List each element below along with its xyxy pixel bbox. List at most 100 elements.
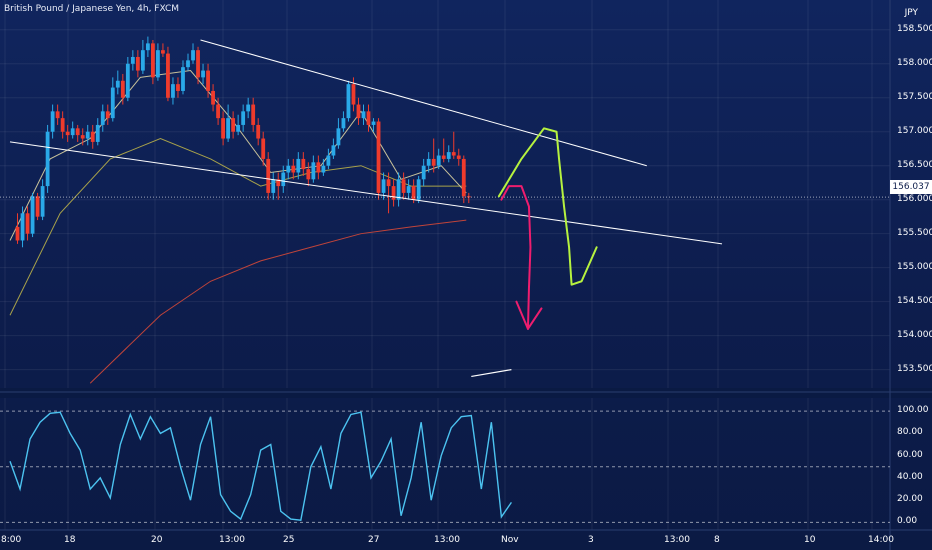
time-tick-label: 25	[283, 535, 295, 545]
osc-tick-label: 40.00	[897, 471, 923, 482]
stoch-line	[9, 411, 512, 521]
price-tick-label: 153.500	[897, 363, 932, 374]
candle-body	[186, 60, 190, 68]
stochastic-pane	[0, 410, 890, 523]
candle-body	[351, 84, 356, 105]
price-tick-label: 156.000	[897, 193, 932, 204]
time-tick-label: 10	[804, 535, 816, 545]
candle-body	[456, 155, 461, 159]
candle-body	[50, 111, 55, 132]
candle-body	[421, 165, 426, 180]
candle-body	[100, 111, 105, 125]
candle-body	[25, 213, 30, 234]
candle-body	[356, 104, 361, 119]
candle-body	[436, 155, 441, 166]
candle-body	[156, 50, 160, 78]
osc-tick-label: 0.00	[897, 516, 918, 527]
currency-label: JPY	[904, 8, 918, 18]
ema-long-line	[89, 219, 467, 384]
candle-body	[376, 121, 381, 193]
candle-body	[90, 131, 95, 142]
price-tick-label: 156.500	[897, 159, 932, 170]
osc-tick-label: 80.00	[897, 427, 923, 438]
candle-body	[396, 179, 401, 200]
candle-body	[391, 186, 396, 200]
candle-body	[196, 50, 200, 78]
time-tick-label: 13:00	[664, 535, 690, 545]
price-tick-label: 154.000	[897, 329, 932, 340]
candle-body	[336, 128, 341, 146]
candle-body	[406, 186, 411, 193]
projection-line	[471, 369, 512, 377]
candle-body	[150, 43, 155, 78]
moving-averages	[9, 70, 512, 384]
candle-body	[85, 131, 90, 139]
candle-body	[40, 186, 45, 217]
candle-body	[145, 43, 150, 51]
candle-body	[266, 158, 271, 193]
time-tick-label: 14:00	[868, 535, 894, 545]
candle-body	[431, 158, 436, 166]
osc-tick-label: 100.00	[897, 405, 929, 416]
candle-body	[361, 111, 366, 119]
candle-body	[35, 196, 40, 217]
candle-body	[70, 128, 75, 136]
candle-body	[441, 155, 446, 159]
time-tick-label: Nov	[501, 535, 519, 545]
candle-body	[281, 172, 286, 187]
candle-body	[161, 50, 165, 54]
candle-body	[251, 104, 256, 125]
time-tick-label: 8	[714, 535, 720, 545]
lower-trendline	[9, 141, 723, 245]
candle-body	[271, 179, 276, 193]
time-tick-label: 8:00	[1, 535, 22, 545]
candle-body	[65, 131, 70, 136]
current-price-badge: 156.037	[890, 180, 932, 194]
price-tick-label: 155.000	[897, 261, 932, 272]
ema-short-line	[9, 70, 467, 241]
candle-body	[226, 118, 231, 139]
candle-body	[426, 158, 431, 166]
candle-body	[231, 118, 236, 132]
candle-body	[201, 70, 205, 78]
candle-body	[416, 179, 421, 200]
time-tick-label: 20	[151, 535, 163, 545]
candle-body	[401, 179, 406, 193]
price-tick-label: 155.500	[897, 227, 932, 238]
candle-body	[221, 118, 226, 139]
osc-tick-label: 60.00	[897, 449, 923, 460]
candle-body	[306, 169, 311, 180]
candle-body	[461, 158, 466, 197]
time-tick-label: 3	[588, 535, 594, 545]
candle-body	[75, 128, 80, 136]
candle-body	[326, 155, 331, 166]
price-tick-label: 157.500	[897, 91, 932, 102]
time-tick-label: 13:00	[219, 535, 245, 545]
candle-body	[115, 80, 120, 88]
candle-body	[60, 118, 65, 132]
candle-body	[120, 80, 125, 98]
candle-body	[135, 56, 140, 71]
candle-body	[276, 179, 281, 187]
candle-body	[110, 87, 115, 119]
candle-body	[130, 56, 135, 64]
candle-body	[451, 152, 456, 156]
candle-body	[166, 53, 170, 98]
candle-body	[346, 84, 351, 119]
chart-title: British Pound / Japanese Yen, 4h, FXCM	[4, 4, 180, 14]
time-tick-label: 27	[368, 535, 380, 545]
candle-body	[236, 124, 241, 132]
price-tick-label: 158.000	[897, 57, 932, 68]
candle-body	[341, 118, 346, 129]
green-arrow-drawing	[497, 127, 598, 286]
candle-body	[105, 111, 110, 119]
candle-body	[45, 131, 50, 187]
candle-body	[261, 138, 266, 159]
candle-body	[316, 162, 321, 173]
candle-body	[321, 165, 326, 173]
candle-body	[125, 63, 130, 98]
candle-body	[30, 196, 35, 234]
